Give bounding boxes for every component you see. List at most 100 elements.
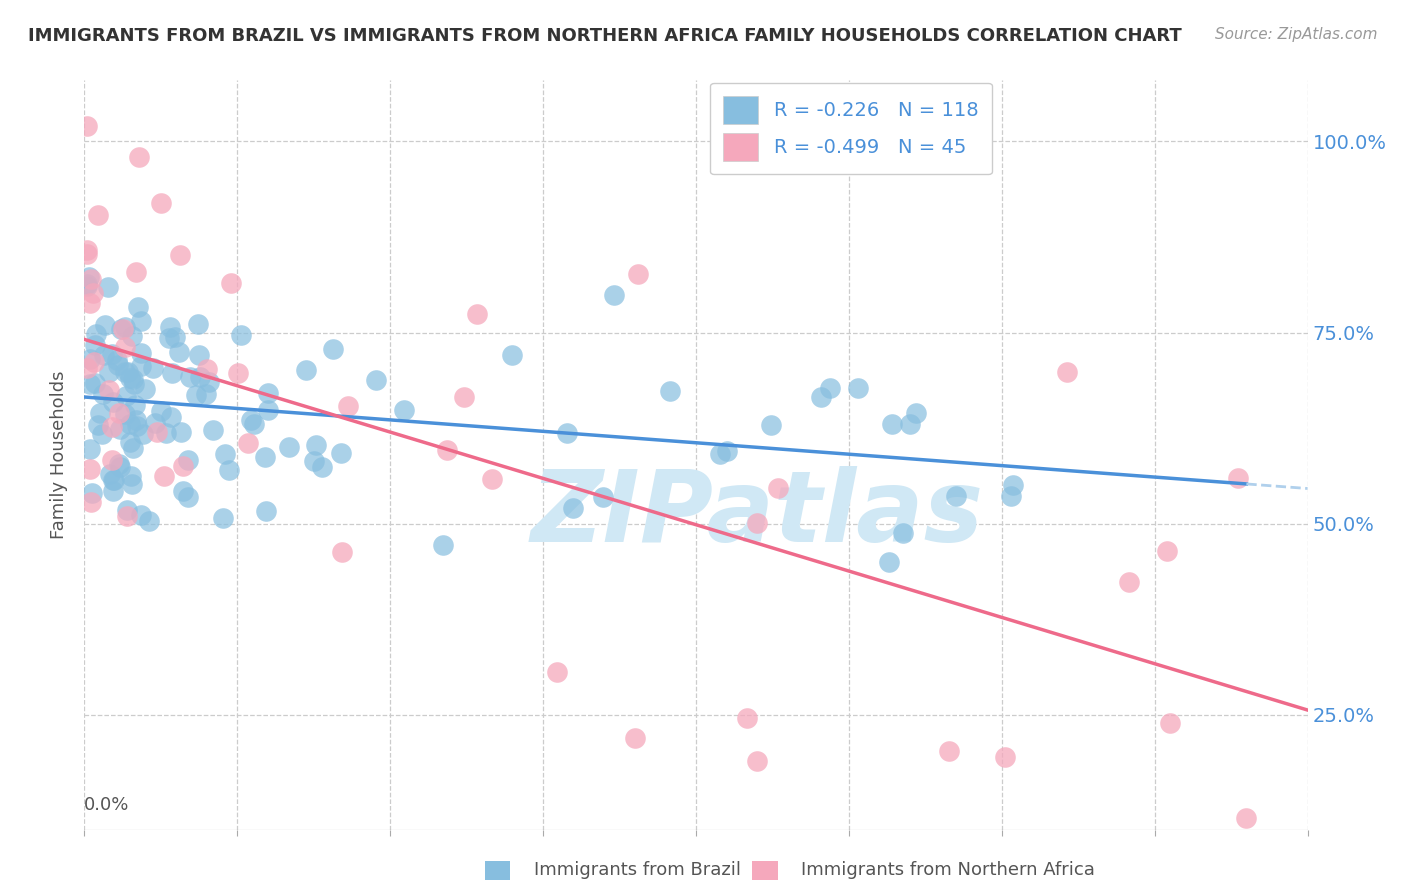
Point xyxy=(114,407,136,421)
Point xyxy=(145,425,167,440)
Point xyxy=(79,442,101,457)
Point xyxy=(87,418,110,433)
Text: Immigrants from Brazil: Immigrants from Brazil xyxy=(534,861,741,879)
Point xyxy=(243,417,266,431)
Point xyxy=(121,476,143,491)
Point xyxy=(114,340,136,354)
Point xyxy=(79,377,101,392)
Point xyxy=(76,119,98,133)
Point xyxy=(236,436,259,450)
Point xyxy=(76,243,98,257)
Point xyxy=(254,504,277,518)
Point xyxy=(91,386,114,401)
Point xyxy=(84,376,107,390)
Point xyxy=(737,711,759,725)
Point xyxy=(100,420,122,434)
Point xyxy=(709,447,731,461)
Point xyxy=(129,314,152,328)
Point xyxy=(1159,716,1181,731)
Point xyxy=(160,410,183,425)
Point xyxy=(627,267,650,281)
Point xyxy=(160,366,183,380)
Point xyxy=(117,365,139,379)
Point xyxy=(159,320,181,334)
Point xyxy=(201,423,224,437)
Point xyxy=(129,346,152,360)
Text: IMMIGRANTS FROM BRAZIL VS IMMIGRANTS FROM NORTHERN AFRICA FAMILY HOUSEHOLDS CORR: IMMIGRANTS FROM BRAZIL VS IMMIGRANTS FRO… xyxy=(28,27,1182,45)
Text: Immigrants from Northern Africa: Immigrants from Northern Africa xyxy=(801,861,1095,879)
Point xyxy=(716,443,738,458)
Point xyxy=(105,353,128,368)
Point xyxy=(747,754,769,768)
Point xyxy=(121,372,143,386)
Point xyxy=(481,471,503,485)
Point xyxy=(114,365,136,379)
Point xyxy=(436,442,458,457)
Point xyxy=(453,390,475,404)
Point xyxy=(125,413,148,427)
Point xyxy=(891,526,914,541)
Point xyxy=(80,495,103,509)
Text: Source: ZipAtlas.com: Source: ZipAtlas.com xyxy=(1215,27,1378,42)
Point xyxy=(905,406,928,420)
Point xyxy=(187,317,209,331)
Point xyxy=(938,744,960,758)
Point xyxy=(1156,544,1178,558)
Point xyxy=(311,459,333,474)
Point xyxy=(1227,470,1250,484)
Point xyxy=(79,295,101,310)
Y-axis label: Family Households: Family Households xyxy=(51,371,69,539)
Point xyxy=(107,358,129,372)
Point xyxy=(84,326,107,341)
Point xyxy=(880,417,903,432)
Point xyxy=(138,515,160,529)
Point xyxy=(90,427,112,442)
Point xyxy=(747,516,769,531)
Point xyxy=(1056,365,1078,379)
Point xyxy=(226,366,249,380)
Point xyxy=(810,390,832,404)
Point xyxy=(120,417,142,431)
Point xyxy=(1236,811,1258,825)
Point xyxy=(603,287,626,301)
Point xyxy=(150,404,173,418)
Point xyxy=(302,454,325,468)
Point xyxy=(101,453,124,467)
Text: ZIPatlas: ZIPatlas xyxy=(530,467,984,564)
Point xyxy=(115,503,138,517)
Point xyxy=(97,383,120,397)
Point xyxy=(108,422,131,436)
Point xyxy=(501,348,523,362)
Point xyxy=(103,473,125,487)
Point xyxy=(759,418,782,433)
Point xyxy=(218,463,240,477)
Point xyxy=(127,419,149,434)
Point xyxy=(392,403,415,417)
Point xyxy=(114,320,136,334)
Point xyxy=(945,490,967,504)
Point xyxy=(134,383,156,397)
Point xyxy=(129,508,152,522)
Point xyxy=(167,344,190,359)
Point xyxy=(172,459,194,474)
Point xyxy=(125,265,148,279)
Point xyxy=(172,484,194,499)
Point xyxy=(994,749,1017,764)
Point xyxy=(122,442,145,456)
Point xyxy=(101,474,124,488)
Point xyxy=(467,307,489,321)
Point xyxy=(127,300,149,314)
Point xyxy=(115,389,138,403)
Point xyxy=(98,365,121,379)
Point xyxy=(179,370,201,384)
Point xyxy=(188,370,211,384)
Point xyxy=(76,277,98,291)
Point xyxy=(278,440,301,454)
Point xyxy=(877,555,900,569)
Point xyxy=(76,278,98,293)
Point xyxy=(89,406,111,420)
Point xyxy=(846,381,869,395)
Legend: R = -0.226   N = 118, R = -0.499   N = 45: R = -0.226 N = 118, R = -0.499 N = 45 xyxy=(710,82,993,175)
Point xyxy=(121,329,143,343)
Point xyxy=(100,346,122,360)
